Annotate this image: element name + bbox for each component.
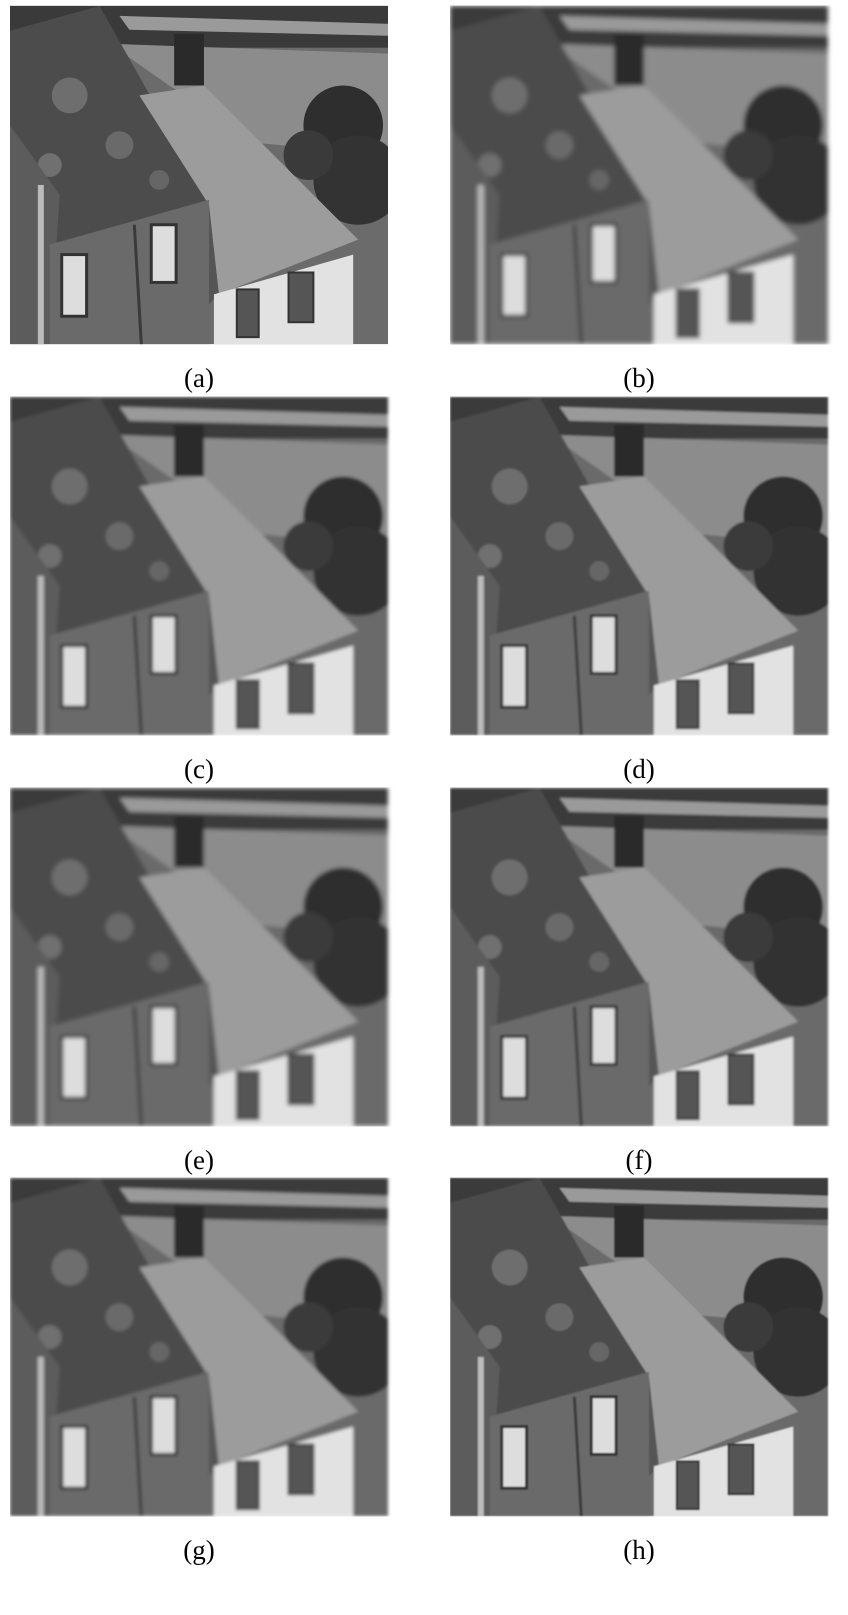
panel-image bbox=[10, 1178, 403, 1516]
panel-image bbox=[10, 397, 403, 735]
panel-label: (f) bbox=[626, 1145, 653, 1175]
panel-label: (h) bbox=[623, 1535, 654, 1565]
panel-image bbox=[450, 788, 843, 1126]
panel-image bbox=[10, 6, 403, 344]
panel-label: (c) bbox=[184, 754, 214, 784]
panel-label: (e) bbox=[184, 1145, 214, 1175]
panel-image bbox=[450, 6, 843, 344]
panel-label: (g) bbox=[183, 1535, 214, 1565]
panel-label: (b) bbox=[623, 363, 654, 393]
panel-label: (a) bbox=[184, 363, 214, 393]
panel-image bbox=[450, 1178, 843, 1516]
panel-label: (d) bbox=[623, 754, 654, 784]
figure: (a) (b) (c) (d) (e) (f) (g) (h) bbox=[0, 0, 848, 1615]
panel-image bbox=[450, 397, 843, 735]
panel-image bbox=[10, 788, 403, 1126]
